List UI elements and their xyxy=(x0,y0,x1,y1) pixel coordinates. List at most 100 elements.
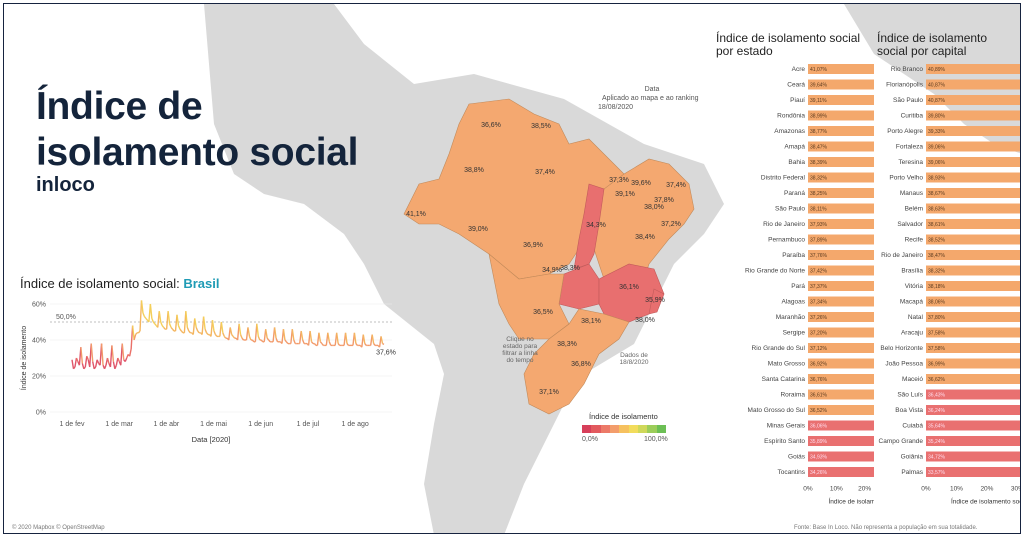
series-line-segment xyxy=(100,343,104,366)
bar-value-label: 39,06% xyxy=(928,160,946,166)
series-line-segment xyxy=(84,356,88,368)
map-note-subtitle: Aplicado ao mapa e ao ranking xyxy=(602,95,699,102)
map-value-label: 38,0% xyxy=(635,317,655,324)
series-line-segment xyxy=(142,312,146,317)
bar-category-label: Minas Gerais xyxy=(767,423,806,430)
south-america-landmass xyxy=(204,4,724,533)
series-line-segment xyxy=(93,366,97,370)
bar-value-label: 37,58% xyxy=(928,331,946,337)
data-note-line: 18/8/2020 xyxy=(619,359,649,366)
bar-value-label: 38,52% xyxy=(928,238,946,244)
color-legend xyxy=(582,425,666,433)
bar xyxy=(808,358,874,369)
series-line-segment xyxy=(229,327,233,335)
bar-category-label: Rio de Janeiro xyxy=(763,221,805,228)
bar-value-label: 37,58% xyxy=(928,346,946,352)
bar-value-label: 38,06% xyxy=(928,300,946,306)
x-tick-label: 10% xyxy=(950,486,963,493)
bar-value-label: 36,61% xyxy=(810,393,828,399)
bar-value-label: 38,18% xyxy=(928,284,946,290)
bar xyxy=(926,250,1020,260)
bar-value-label: 38,39% xyxy=(810,160,828,166)
line-chart-title-highlight[interactable]: Brasil xyxy=(183,276,220,291)
series-line-segment xyxy=(160,321,163,326)
bar-value-label: 39,33% xyxy=(928,129,946,135)
bar-value-label: 38,93% xyxy=(928,176,946,182)
series-line-segment xyxy=(346,343,350,346)
bar-value-label: 40,89% xyxy=(928,67,946,73)
state-bar-chart[interactable]: Acre 41,07% Ceará 39,64% Piauí 39,11% Rondônia… xyxy=(704,59,874,504)
bar-category-label: Mato Grosso xyxy=(768,361,806,368)
series-line-segment xyxy=(284,339,287,343)
click-filter-note: Clique no estado para filtrar a linha do… xyxy=(498,336,542,364)
series-line-segment xyxy=(167,311,171,324)
series-line-segment xyxy=(121,343,125,360)
bar-value-label: 38,25% xyxy=(810,191,828,197)
series-line-segment xyxy=(344,332,348,344)
brand-subtitle: inloco xyxy=(36,174,95,196)
series-line-segment xyxy=(380,336,384,344)
series-line-segment xyxy=(256,323,260,337)
bar-category-label: Pará xyxy=(791,283,805,290)
bar-category-label: Rio Branco xyxy=(891,66,924,73)
bar-category-label: Manaus xyxy=(900,190,924,197)
capital-bar-chart[interactable]: Rio Branco 40,89% Florianópolis 40,87% São P… xyxy=(870,59,1020,504)
legend-min: 0,0% xyxy=(582,436,598,443)
series-line-segment xyxy=(74,357,78,368)
series-line-segment xyxy=(265,329,268,339)
bar xyxy=(926,436,1020,446)
series-line-segment xyxy=(282,329,286,341)
bar xyxy=(926,296,1020,307)
bar-value-label: 38,77% xyxy=(810,129,828,135)
map-note-date: 18/08/2020 xyxy=(598,104,634,111)
series-line-segment xyxy=(251,339,255,343)
bar-category-label: Belo Horizonte xyxy=(880,345,923,352)
bar-category-label: Goiás xyxy=(788,454,806,461)
bar xyxy=(808,265,874,276)
bar-value-label: 37,12% xyxy=(810,346,828,352)
state-region-south[interactable] xyxy=(523,308,630,415)
state-espirito-santo[interactable] xyxy=(648,288,665,315)
bar xyxy=(926,141,1020,152)
bar-category-label: Belém xyxy=(905,206,923,213)
title-line-1: Índice de xyxy=(36,85,203,128)
map-value-label: 39,0% xyxy=(468,226,488,233)
x-tick-label: 1 de jun xyxy=(248,421,273,428)
bar-category-label: Distrito Federal xyxy=(761,175,806,182)
bar-category-label: Aracaju xyxy=(901,330,923,337)
legend-swatch xyxy=(582,425,592,433)
bar-value-label: 37,37% xyxy=(810,284,828,290)
series-line-segment xyxy=(185,311,189,328)
brazil-map[interactable]: 36,6% 38,5% 38,8% 37,4% 37,3% 39,6% 37,4% 39,1%… xyxy=(399,64,699,464)
main-title: Índice de isolamento social xyxy=(36,84,358,176)
source-note: Fonte: Base In Loco. Não representa a po… xyxy=(794,525,978,531)
bar xyxy=(808,234,874,245)
bar xyxy=(926,420,1020,431)
series-line-segment xyxy=(247,327,251,337)
series-line-segment xyxy=(197,330,200,334)
series-line-segment xyxy=(260,339,264,343)
x-axis-label: Índice de isolamento social xyxy=(951,497,1020,505)
series-line-segment xyxy=(239,334,243,339)
bar-value-label: 35,64% xyxy=(928,424,946,430)
map-value-label: 36,6% xyxy=(481,122,501,129)
series-line-segment xyxy=(353,332,357,344)
series-line-segment xyxy=(83,366,86,370)
series-line-segment xyxy=(71,359,75,369)
x-tick-label: 1 de abr xyxy=(154,421,180,428)
map-value-label: 38,4% xyxy=(635,234,655,241)
series-line-segment xyxy=(362,334,366,344)
series-line-segment xyxy=(151,318,154,323)
x-tick-label: 1 de mar xyxy=(105,421,133,428)
series-line-segment xyxy=(103,364,107,370)
series-line-segment xyxy=(291,329,295,341)
bar xyxy=(926,467,1020,477)
bar-value-label: 38,32% xyxy=(928,269,946,275)
bar xyxy=(926,265,1020,276)
map-value-label: 38,1% xyxy=(581,318,601,325)
series-line-segment xyxy=(232,335,236,339)
line-chart[interactable]: 0% 20% 40% 60% 50,0% 1 de fev 1 de mar 1 de abr… xyxy=(12,294,422,449)
map-value-label: 38,5% xyxy=(531,123,551,130)
bar xyxy=(926,64,1020,74)
bar xyxy=(926,358,1020,369)
